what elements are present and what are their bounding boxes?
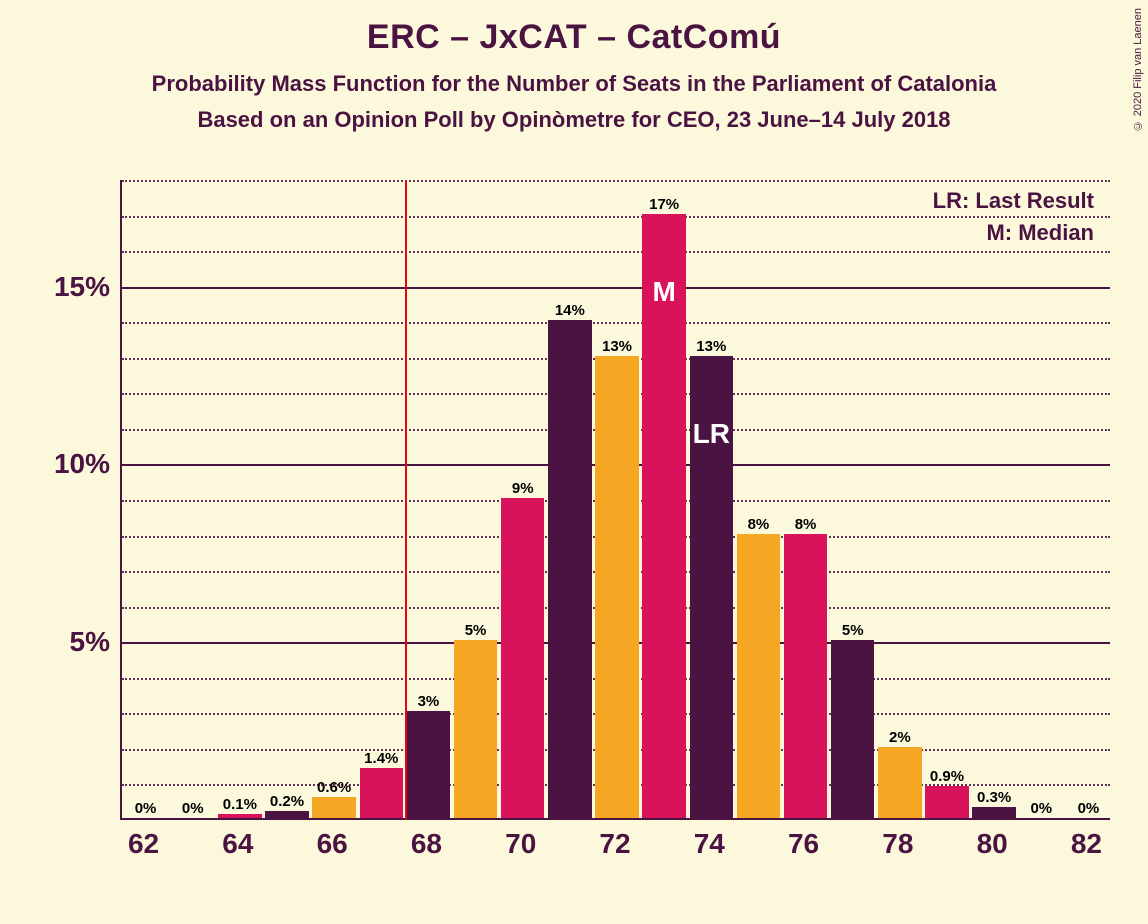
bar-value-label: 13% [696,338,726,355]
bar-value-label: 5% [842,622,864,639]
legend-lr: LR: Last Result [933,188,1094,214]
gridline-minor [122,322,1110,324]
bar [454,640,497,818]
bar-value-label: 14% [555,302,585,319]
y-axis-label: 5% [70,626,110,658]
bar [972,807,1015,818]
bar-value-label: 0.6% [317,779,351,796]
y-axis-label: 10% [54,448,110,480]
bar-value-label: 5% [465,622,487,639]
gridline-minor [122,180,1110,182]
bar [784,534,827,818]
bar [925,786,968,818]
chart-legend: LR: Last Result M: Median [933,188,1094,252]
bar [218,814,261,818]
bar [360,768,403,818]
bar-value-label: 0% [1030,800,1052,817]
last-result-marker: LR [693,418,730,450]
bar [831,640,874,818]
x-axis-label: 74 [694,828,725,860]
x-axis-label: 78 [882,828,913,860]
x-axis-label: 62 [128,828,159,860]
bar [737,534,780,818]
bar [548,320,591,818]
x-axis-label: 64 [222,828,253,860]
x-axis-label: 70 [505,828,536,860]
x-axis-label: 76 [788,828,819,860]
bar [312,797,355,818]
bar-value-label: 17% [649,196,679,213]
x-axis-label: 72 [599,828,630,860]
median-marker: M [652,276,675,308]
bar-value-label: 13% [602,338,632,355]
bar-value-label: 0% [182,800,204,817]
bar-value-label: 8% [795,516,817,533]
bar-value-label: 1.4% [364,750,398,767]
bar-value-label: 0.9% [930,768,964,785]
legend-m: M: Median [933,220,1094,246]
y-axis-label: 15% [54,271,110,303]
bar [265,811,308,818]
chart-plot-area: 0% 0% 0.1% 0.2% 0.6% 1.4% 3% 5% 9% 14% 13% 17% M 13% L… [120,180,1110,820]
x-axis-label: 66 [317,828,348,860]
bar-value-label: 0.1% [223,796,257,813]
bar [407,711,450,818]
chart-subtitle-1: Probability Mass Function for the Number… [0,71,1148,97]
x-axis-label: 68 [411,828,442,860]
x-axis-label: 80 [977,828,1008,860]
bar-value-label: 9% [512,480,534,497]
bar-value-label: 0% [1078,800,1100,817]
bar-value-label: 8% [748,516,770,533]
bar-value-label: 3% [418,693,440,710]
bar-value-label: 2% [889,729,911,746]
bar [878,747,921,818]
bar-value-label: 0.2% [270,793,304,810]
bar [595,356,638,818]
bar-value-label: 0% [135,800,157,817]
bar-value-label: 0.3% [977,789,1011,806]
chart-title: ERC – JxCAT – CatComú [0,0,1148,57]
bar [501,498,544,818]
x-axis-label: 82 [1071,828,1102,860]
gridline-major [122,287,1110,289]
copyright-text: © 2020 Filip van Laenen [1132,8,1144,131]
chart-subtitle-2: Based on an Opinion Poll by Opinòmetre f… [0,107,1148,133]
